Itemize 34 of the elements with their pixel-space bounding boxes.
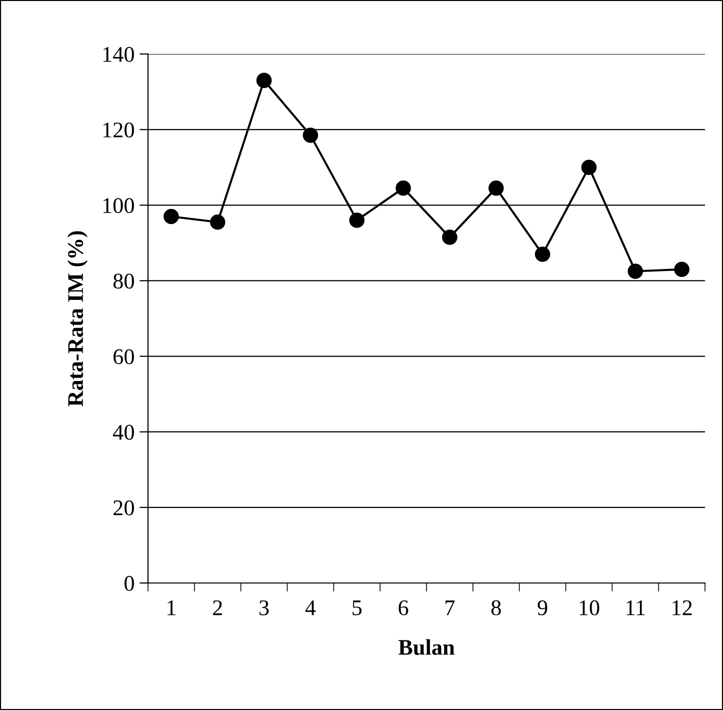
x-axis-title: Bulan [398,639,455,655]
x-tick-label: 5 [352,600,362,616]
point [256,72,272,88]
point [674,262,690,278]
y-axis-title: Rata-Rata IM (%) [67,231,88,406]
y-tick-label: 80 [113,274,134,289]
x-tick-label: 3 [260,600,269,616]
point [628,264,644,279]
x-tick-label: 8 [491,600,501,616]
x-tick-label: 11 [626,600,645,616]
x-tick-label: 6 [398,600,408,616]
point [349,212,365,228]
y-tick-label: 120 [103,122,134,138]
y-tick-label: 20 [114,500,134,516]
point [534,246,550,262]
point [488,180,504,196]
point [442,230,458,245]
point [581,160,597,175]
y-tick-label: 0 [124,576,134,591]
x-tick-label: 7 [446,600,455,616]
y-tick-label: 100 [103,198,134,214]
x-tick-label: 9 [538,600,548,616]
point [164,208,179,224]
y-tick-label: 40 [113,424,134,440]
y-tick-label: 60 [114,349,134,364]
y-tick-label: 140 [103,46,134,62]
x-tick-label: 1 [168,600,176,616]
x-tick-label: 4 [305,600,316,616]
point [210,214,226,230]
point [396,180,411,196]
x-tick-label: 2 [213,600,222,616]
point [302,128,318,143]
x-tick-label: 12 [672,600,692,616]
x-tick-label: 10 [580,600,600,616]
